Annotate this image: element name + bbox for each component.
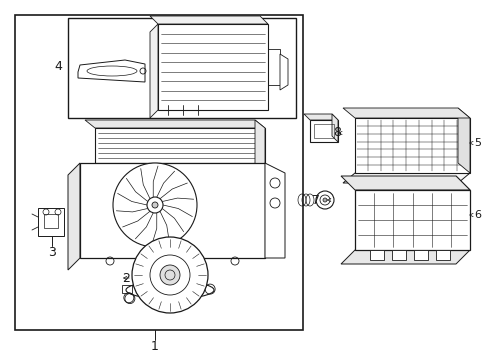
Bar [15, 15, 303, 330]
Bar [68, 18, 295, 118]
Text: 1: 1 [151, 339, 159, 352]
Polygon shape [455, 176, 469, 250]
Bar [309, 120, 337, 142]
Bar [95, 128, 264, 163]
Polygon shape [78, 60, 145, 82]
Bar [391, 250, 405, 260]
Bar [80, 163, 264, 258]
Circle shape [152, 202, 158, 208]
Polygon shape [150, 24, 158, 118]
Polygon shape [264, 163, 285, 258]
Text: 4: 4 [54, 60, 62, 73]
Bar [413, 250, 427, 260]
Polygon shape [280, 54, 287, 90]
Text: 7: 7 [311, 194, 319, 207]
Polygon shape [331, 114, 337, 142]
Polygon shape [342, 173, 469, 183]
Polygon shape [342, 108, 469, 118]
Polygon shape [340, 250, 469, 264]
Bar [354, 118, 469, 173]
Polygon shape [150, 16, 267, 24]
Polygon shape [304, 114, 337, 120]
Circle shape [160, 265, 180, 285]
Ellipse shape [126, 281, 214, 299]
Bar [369, 250, 383, 260]
Polygon shape [340, 176, 469, 190]
Polygon shape [38, 208, 64, 236]
Circle shape [113, 163, 197, 247]
Circle shape [323, 198, 326, 202]
Text: 3: 3 [48, 246, 56, 258]
Bar [313, 124, 333, 138]
Circle shape [315, 191, 333, 209]
Polygon shape [68, 163, 80, 270]
Text: 8: 8 [332, 126, 340, 139]
Text: 2: 2 [122, 271, 130, 284]
Circle shape [147, 197, 163, 213]
Bar [267, 49, 280, 85]
Text: 5: 5 [473, 138, 481, 148]
Circle shape [132, 237, 207, 313]
Bar [44, 214, 58, 228]
Polygon shape [254, 120, 264, 171]
Bar [354, 190, 469, 250]
Text: 6: 6 [473, 210, 481, 220]
Bar [435, 250, 449, 260]
Polygon shape [457, 108, 469, 173]
Bar [158, 24, 267, 110]
Bar [122, 285, 132, 293]
Polygon shape [85, 120, 264, 128]
